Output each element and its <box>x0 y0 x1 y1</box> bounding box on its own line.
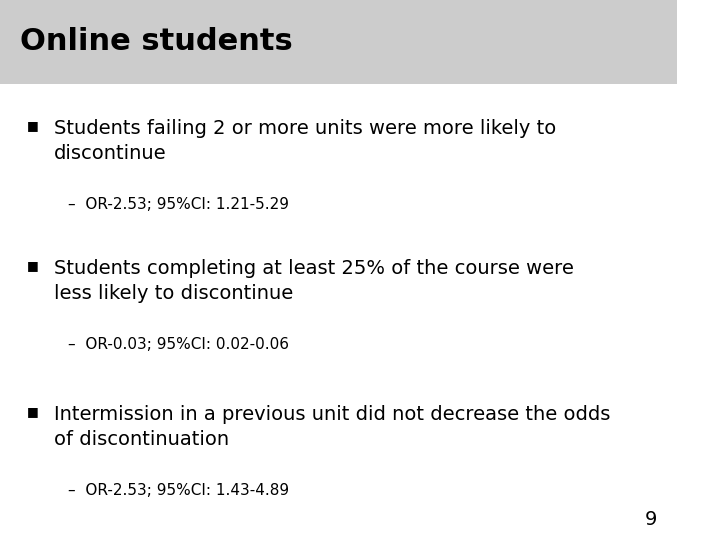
Text: –  OR-0.03; 95%CI: 0.02-0.06: – OR-0.03; 95%CI: 0.02-0.06 <box>68 337 289 352</box>
Text: ■: ■ <box>27 405 39 418</box>
Text: –  OR-2.53; 95%CI: 1.21-5.29: – OR-2.53; 95%CI: 1.21-5.29 <box>68 197 289 212</box>
Text: ■: ■ <box>27 259 39 272</box>
Text: Online students: Online students <box>20 28 293 56</box>
Text: 9: 9 <box>644 510 657 529</box>
Text: –  OR-2.53; 95%CI: 1.43-4.89: – OR-2.53; 95%CI: 1.43-4.89 <box>68 483 289 498</box>
Text: Intermission in a previous unit did not decrease the odds
of discontinuation: Intermission in a previous unit did not … <box>54 405 611 449</box>
FancyBboxPatch shape <box>0 0 677 84</box>
Text: Students completing at least 25% of the course were
less likely to discontinue: Students completing at least 25% of the … <box>54 259 574 303</box>
Text: Students failing 2 or more units were more likely to
discontinue: Students failing 2 or more units were mo… <box>54 119 557 163</box>
Text: ■: ■ <box>27 119 39 132</box>
